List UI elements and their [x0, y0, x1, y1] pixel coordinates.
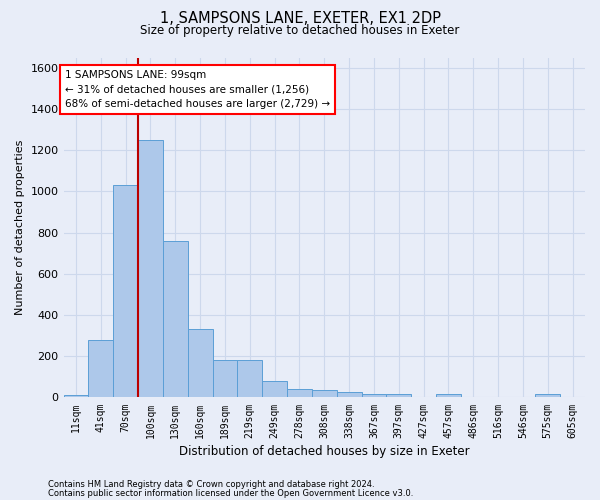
Bar — [535, 394, 560, 398]
Text: 1 SAMPSONS LANE: 99sqm
← 31% of detached houses are smaller (1,256)
68% of semi-: 1 SAMPSONS LANE: 99sqm ← 31% of detached… — [65, 70, 330, 110]
Bar — [386, 394, 411, 398]
Text: Contains HM Land Registry data © Crown copyright and database right 2024.: Contains HM Land Registry data © Crown c… — [48, 480, 374, 489]
Bar — [362, 394, 386, 398]
Text: Contains public sector information licensed under the Open Government Licence v3: Contains public sector information licen… — [48, 489, 413, 498]
Bar — [188, 330, 212, 398]
Bar — [212, 360, 238, 398]
Bar — [312, 390, 337, 398]
Bar — [287, 389, 312, 398]
Bar — [138, 140, 163, 398]
Text: Size of property relative to detached houses in Exeter: Size of property relative to detached ho… — [140, 24, 460, 37]
Bar — [262, 381, 287, 398]
Bar — [238, 360, 262, 398]
Bar — [88, 340, 113, 398]
Bar — [163, 241, 188, 398]
Bar — [337, 392, 362, 398]
Y-axis label: Number of detached properties: Number of detached properties — [15, 140, 25, 315]
Text: 1, SAMPSONS LANE, EXETER, EX1 2DP: 1, SAMPSONS LANE, EXETER, EX1 2DP — [160, 11, 440, 26]
Bar — [64, 396, 88, 398]
Bar — [113, 185, 138, 398]
Bar — [436, 394, 461, 398]
X-axis label: Distribution of detached houses by size in Exeter: Distribution of detached houses by size … — [179, 444, 470, 458]
